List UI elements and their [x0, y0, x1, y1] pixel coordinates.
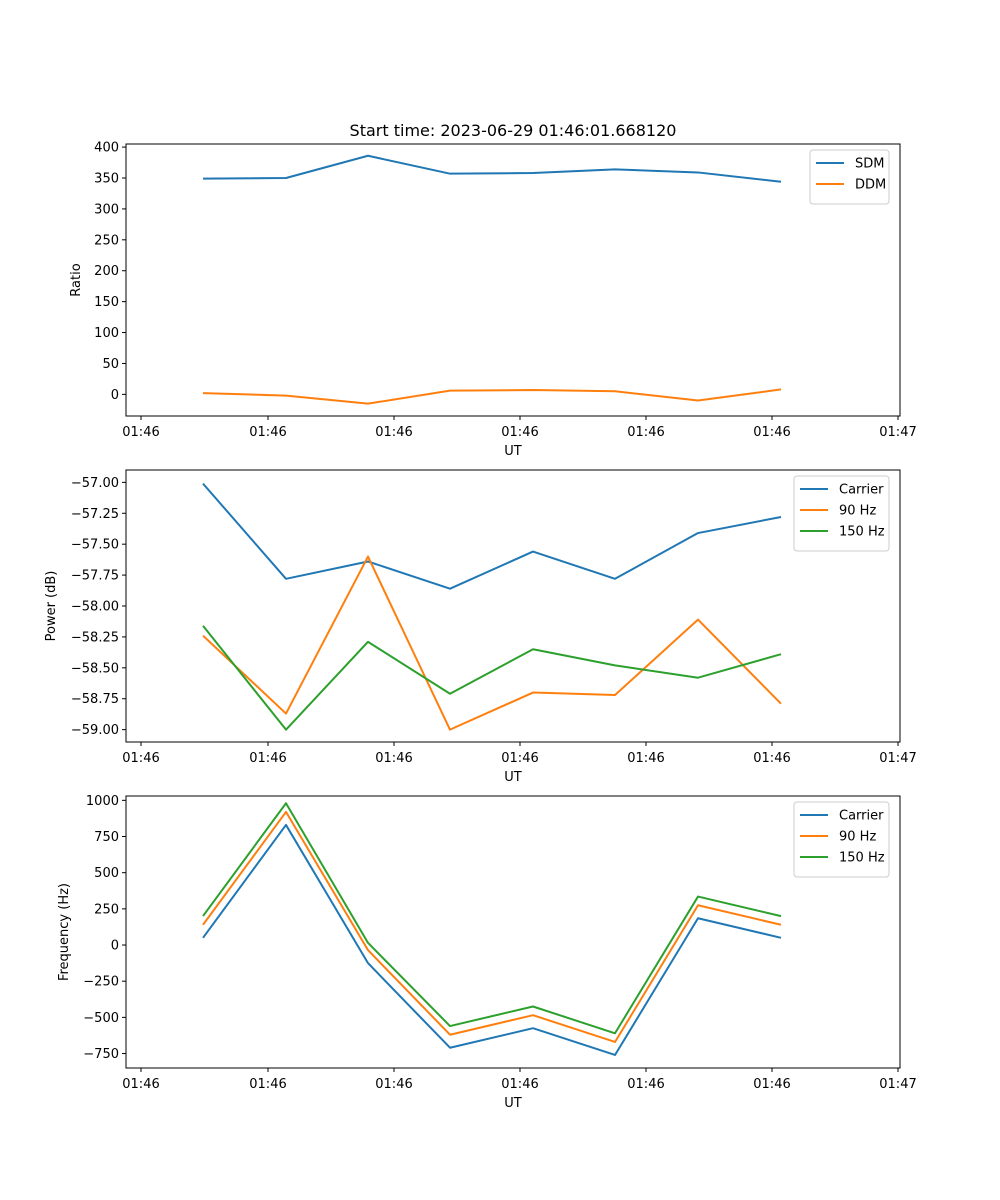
- series-line-90-hz: [202, 555, 782, 731]
- legend-label: SDM: [855, 157, 884, 172]
- legend-label: Carrier: [839, 483, 884, 498]
- y-tick-label: −57.50: [71, 538, 119, 553]
- x-tick-label: 01:47: [879, 425, 916, 440]
- series-line-ddm: [202, 388, 782, 405]
- x-tick-label: 01:46: [753, 751, 790, 766]
- x-tick-label: 01:46: [249, 425, 286, 440]
- y-tick-label: 400: [94, 141, 119, 156]
- y-tick-label: −59.00: [71, 723, 119, 738]
- legend: SDM DDM: [809, 149, 890, 205]
- legend: Carrier 90 Hz 150 Hz: [793, 801, 890, 878]
- y-tick-label: −58.50: [71, 661, 119, 676]
- x-axis-label: UT: [504, 770, 522, 785]
- y-tick-label: −57.00: [71, 476, 119, 491]
- x-tick-label: 01:46: [122, 751, 159, 766]
- x-axis-label: UT: [504, 1096, 522, 1111]
- y-tick-label: 100: [94, 326, 119, 341]
- y-tick-label: 500: [94, 866, 119, 881]
- legend-label: 90 Hz: [839, 504, 876, 519]
- y-tick-label: 200: [94, 264, 119, 279]
- y-tick-label: 750: [94, 830, 119, 845]
- y-tick-label: 0: [111, 388, 119, 403]
- y-axis-label: Frequency (Hz): [57, 883, 72, 981]
- x-tick-label: 01:46: [501, 425, 538, 440]
- y-tick-label: −750: [83, 1047, 119, 1062]
- legend-label: 90 Hz: [839, 830, 876, 845]
- y-tick-label: 0: [111, 939, 119, 954]
- y-tick-label: −250: [83, 975, 119, 990]
- y-tick-label: −57.75: [71, 569, 119, 584]
- chart-title: Start time: 2023-06-29 01:46:01.668120: [350, 121, 677, 140]
- x-tick-label: 01:46: [627, 425, 664, 440]
- axes-frame: [125, 143, 901, 417]
- y-axis-label: Ratio: [69, 263, 84, 296]
- x-tick-label: 01:47: [879, 751, 916, 766]
- x-tick-label: 01:46: [627, 1077, 664, 1092]
- legend-box: [793, 475, 890, 552]
- y-tick-label: −58.00: [71, 600, 119, 615]
- legend-label: Carrier: [839, 809, 884, 824]
- y-tick-label: 250: [94, 902, 119, 917]
- axes-frame: [125, 795, 901, 1069]
- y-tick-label: 250: [94, 233, 119, 248]
- y-tick-label: 300: [94, 202, 119, 217]
- series-line-150-hz: [202, 802, 782, 1035]
- legend-label: 150 Hz: [839, 851, 885, 866]
- x-tick-label: 01:46: [249, 751, 286, 766]
- x-tick-label: 01:46: [753, 1077, 790, 1092]
- series-line-150-hz: [202, 625, 782, 731]
- x-tick-label: 01:46: [122, 425, 159, 440]
- x-tick-label: 01:47: [879, 1077, 916, 1092]
- x-tick-label: 01:46: [249, 1077, 286, 1092]
- x-tick-label: 01:46: [375, 751, 412, 766]
- legend: Carrier 90 Hz 150 Hz: [793, 475, 890, 552]
- y-tick-label: −500: [83, 1011, 119, 1026]
- x-tick-label: 01:46: [753, 425, 790, 440]
- legend-label: DDM: [855, 178, 886, 193]
- series-line-carrier: [202, 482, 782, 590]
- y-tick-label: 350: [94, 172, 119, 187]
- x-tick-label: 01:46: [501, 1077, 538, 1092]
- y-tick-label: 150: [94, 295, 119, 310]
- series-line-sdm: [202, 154, 782, 183]
- x-tick-label: 01:46: [627, 751, 664, 766]
- legend-box: [793, 801, 890, 878]
- y-tick-label: 1000: [86, 794, 119, 809]
- y-axis-label: Power (dB): [44, 571, 59, 642]
- x-axis-label: UT: [504, 444, 522, 459]
- series-line-90-hz: [202, 810, 782, 1043]
- x-tick-label: 01:46: [501, 751, 538, 766]
- y-tick-label: −58.25: [71, 630, 119, 645]
- legend-label: 150 Hz: [839, 525, 885, 540]
- series-line-carrier: [202, 823, 782, 1056]
- x-tick-label: 01:46: [122, 1077, 159, 1092]
- x-tick-label: 01:46: [375, 1077, 412, 1092]
- x-tick-label: 01:46: [375, 425, 412, 440]
- subplot-1: 01:46 01:46 01:46 01:46 01:46 01:46 01:47 0 50 10…: [69, 141, 917, 459]
- y-tick-label: 50: [102, 357, 119, 372]
- y-tick-label: −57.25: [71, 507, 119, 522]
- y-tick-label: −58.75: [71, 692, 119, 707]
- subplot-2: 01:46 01:46 01:46 01:46 01:46 01:46 01:47 −59.0…: [44, 469, 917, 785]
- subplot-3: 01:46 01:46 01:46 01:46 01:46 01:46 01:47 −750 −…: [57, 794, 917, 1111]
